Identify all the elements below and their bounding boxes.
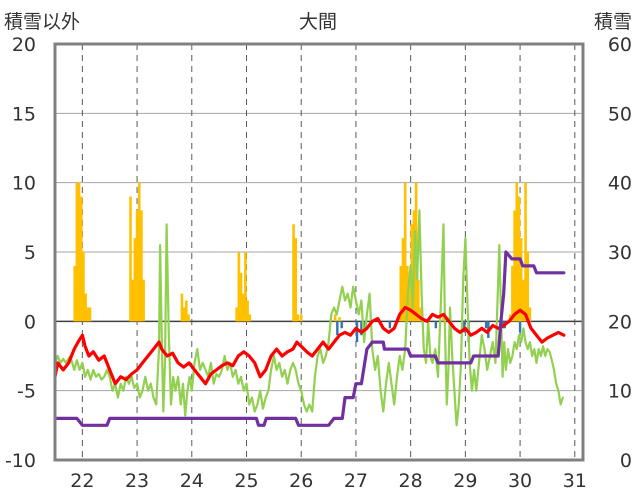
left-axis-title: 積雪以外 — [4, 11, 80, 33]
snow-depth-line — [53, 250, 566, 427]
chart-title: 大間 — [299, 11, 337, 33]
precip-bar — [333, 314, 337, 322]
precip-bar — [419, 307, 422, 322]
precip-bar — [519, 238, 523, 322]
blue-bar — [388, 321, 392, 329]
line-series — [53, 209, 566, 427]
precip-bar — [142, 279, 145, 322]
precip-bar — [294, 238, 298, 322]
right-tick-label: 50 — [608, 103, 632, 125]
precip-bar — [131, 279, 134, 322]
precip-bar — [399, 265, 403, 322]
precip-bar — [528, 307, 532, 322]
precip-bar — [140, 210, 143, 322]
right-tick-label: 30 — [608, 242, 632, 264]
precip-bar — [235, 307, 238, 322]
x-tick-label: 27 — [344, 470, 368, 492]
left-tick-label: 10 — [12, 173, 36, 195]
plot-frame — [53, 42, 585, 462]
x-tick-label: 23 — [125, 470, 149, 492]
x-tick-label: 26 — [289, 470, 313, 492]
precip-bar — [137, 182, 141, 322]
precip-bar — [241, 293, 245, 322]
precip-bar — [522, 279, 525, 322]
precip-bar — [442, 317, 445, 322]
wind-line — [53, 209, 564, 427]
right-tick-labels: 60 50 40 30 20 10 0 — [608, 34, 632, 472]
precip-bar — [401, 238, 405, 322]
blue-bar — [336, 321, 339, 336]
temperature-line — [53, 305, 566, 386]
left-tick-label: 5 — [24, 242, 36, 264]
x-tick-label: 30 — [508, 470, 532, 492]
blue-bar — [463, 321, 466, 333]
precip-bar — [86, 307, 90, 322]
precip-bar — [75, 182, 79, 322]
right-tick-label: 20 — [608, 311, 632, 333]
precip-bar — [408, 279, 411, 322]
left-tick-label: -5 — [17, 381, 36, 403]
blue-bar — [434, 321, 438, 329]
x-tick-label: 28 — [399, 470, 423, 492]
precip-bar — [77, 182, 81, 322]
x-tick-labels: 22 23 24 25 26 27 28 29 30 31 — [70, 470, 587, 492]
x-tick-label: 22 — [70, 470, 94, 492]
precip-bar — [239, 272, 243, 322]
left-tick-label: 15 — [12, 103, 36, 125]
precip-bar — [403, 182, 407, 322]
right-axis-title: 積雪 — [594, 11, 632, 33]
precip-bar — [513, 210, 516, 322]
right-tick-label: 40 — [608, 173, 632, 195]
blue-bar — [484, 321, 488, 329]
precip-bar — [135, 210, 139, 322]
left-tick-label: 20 — [12, 34, 36, 56]
right-tick-label: 60 — [608, 34, 632, 56]
plot-border — [53, 42, 585, 462]
precip-bar — [526, 252, 530, 322]
left-tick-label: -10 — [5, 450, 36, 472]
precip-bar — [248, 314, 252, 322]
precip-bar — [244, 252, 247, 322]
blue-bar — [360, 321, 363, 336]
precip-bar — [129, 196, 132, 322]
precip-bar — [237, 252, 241, 322]
precip-bar — [515, 182, 519, 322]
blue-bar — [355, 321, 359, 343]
blue-bar — [340, 321, 343, 329]
precip-bar — [79, 196, 83, 322]
x-tick-label: 31 — [563, 470, 587, 492]
right-tick-label: 0 — [620, 450, 632, 472]
x-tick-label: 24 — [180, 470, 204, 492]
precip-bar — [511, 265, 514, 322]
left-tick-label: 0 — [24, 311, 36, 333]
left-tick-labels: 20 15 10 5 0 -5 -10 — [5, 34, 36, 472]
precip-bar — [417, 279, 420, 322]
precip-bar — [82, 252, 85, 322]
precip-bar — [246, 300, 249, 322]
precip-bar — [182, 307, 186, 322]
precip-bar — [84, 293, 87, 322]
blue-bar — [518, 321, 522, 333]
x-tick-label: 25 — [234, 470, 258, 492]
precip-bar — [524, 182, 527, 322]
precip-bar — [73, 265, 76, 322]
precip-bar — [187, 314, 190, 322]
precip-bar — [88, 307, 92, 322]
precip-bar — [299, 314, 303, 322]
precip-bar — [292, 224, 295, 322]
precip-bar — [180, 293, 184, 322]
precip-bar — [296, 314, 300, 322]
precip-bar — [338, 317, 341, 322]
x-tick-label: 29 — [453, 470, 477, 492]
precip-bar — [133, 238, 137, 322]
right-tick-label: 10 — [608, 381, 632, 403]
precip-bar — [185, 300, 188, 322]
